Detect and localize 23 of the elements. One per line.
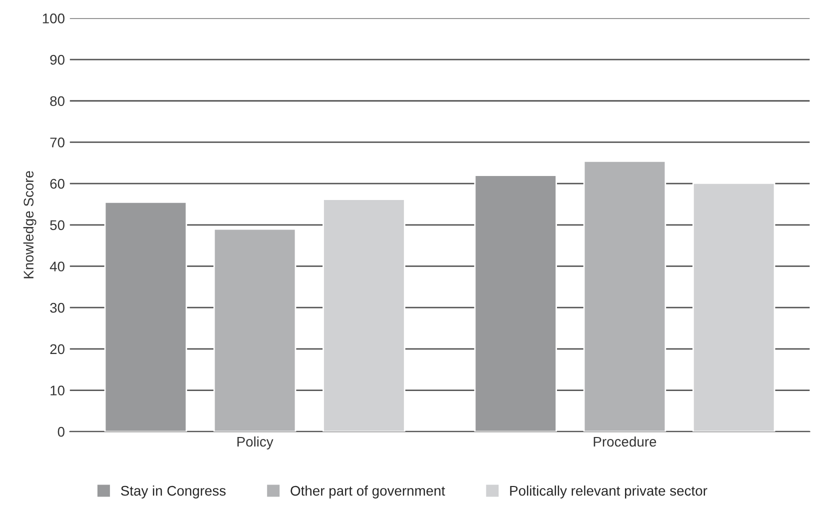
y-tick-label: 50 — [50, 220, 64, 230]
bar — [474, 174, 557, 432]
legend-label: Other part of government — [290, 486, 446, 498]
bar — [583, 160, 666, 432]
bar — [213, 228, 296, 432]
legend-label: Stay in Congress — [120, 486, 226, 498]
y-tick-label: 30 — [50, 302, 64, 313]
y-tick-label: 100 — [42, 14, 64, 24]
y-tick-label: 20 — [50, 344, 64, 354]
legend-label: Politically relevant private sector — [510, 486, 708, 498]
y-tick-label: 60 — [50, 178, 64, 189]
y-tick-label: 40 — [50, 262, 64, 272]
y-axis-title: Knowledge Score — [23, 171, 36, 278]
y-tick-label: 70 — [50, 138, 64, 148]
x-tick-label: Procedure — [594, 436, 656, 447]
y-tick-label: 10 — [50, 386, 64, 396]
bar — [692, 182, 776, 432]
bar — [322, 198, 406, 432]
y-tick-label: 0 — [58, 426, 64, 437]
y-tick-label: 90 — [50, 54, 64, 65]
x-tick-label: Policy — [237, 436, 274, 450]
bar — [104, 201, 188, 432]
y-tick-label: 80 — [50, 96, 64, 106]
